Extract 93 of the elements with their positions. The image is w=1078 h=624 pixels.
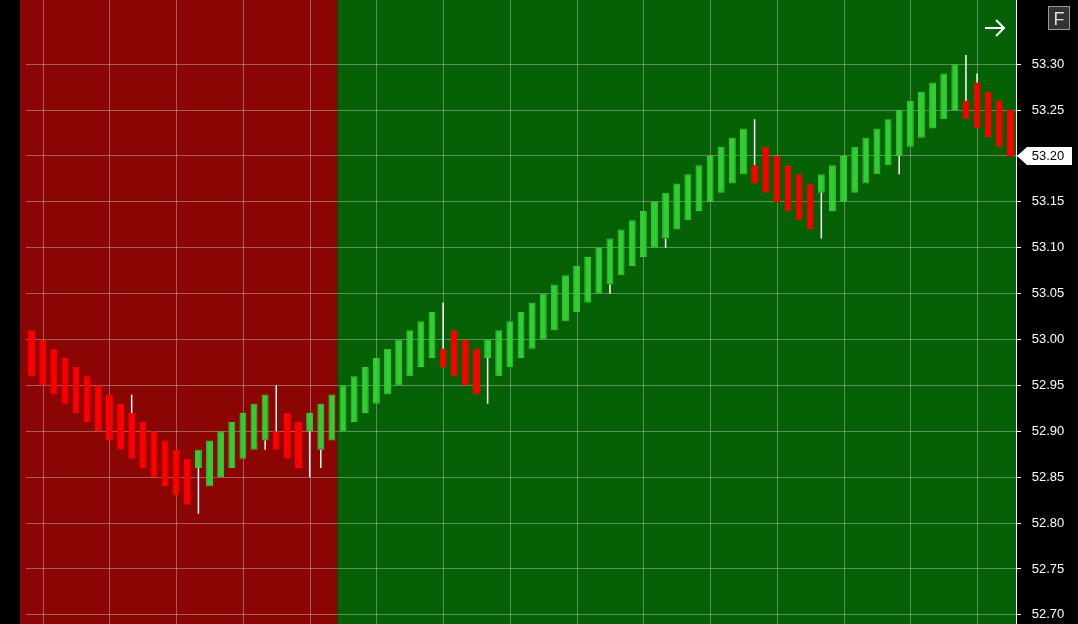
candlestick [651,201,658,248]
candlestick [83,376,91,423]
y-tick-label: 52.70 [1031,606,1065,622]
candlestick [206,440,213,487]
candlestick [851,146,859,193]
candlestick [117,403,124,450]
candlestick [984,91,992,138]
candlestick [639,211,647,257]
candlestick [773,156,781,202]
candlestick [128,393,136,459]
candlestick [150,431,158,478]
candlestick [72,367,80,413]
candlestick [272,384,280,450]
candlestick [906,100,914,147]
f-button: F [1048,6,1070,30]
y-tick-label: 52.95 [1031,376,1065,392]
candlestick [929,82,937,129]
candlestick [684,174,692,221]
candlestick [829,165,836,212]
candlestick [528,302,536,349]
candlestick [918,91,925,138]
candlestick [473,348,480,395]
candlestick [295,422,302,468]
y-tick-label: 53.00 [1031,331,1065,347]
candlestick [450,330,458,377]
y-tick-label: 53.15 [1031,193,1065,209]
candlestick [762,146,770,193]
candlestick [239,412,247,459]
candlestick [884,119,892,166]
candlestick [550,284,558,331]
y-tick-label: 53.25 [1031,101,1065,117]
candlestick [539,293,547,340]
candlestick [317,403,325,469]
candlestick [495,330,503,377]
candlestick [1006,110,1014,156]
candlestick [261,394,269,451]
candlestick [617,229,625,276]
candlestick [61,357,69,404]
candlestick [506,321,514,368]
candlestick [395,339,403,386]
y-tick-label: 52.85 [1031,468,1065,484]
candlestick [573,266,581,312]
candlestick [795,174,803,221]
y-tick-label: 53.20 [1031,147,1065,163]
candlestick [717,146,725,193]
candlestick [673,183,681,230]
candlestick [328,394,336,441]
candlestick [895,110,903,176]
candlestick [806,183,814,230]
candlestick [562,275,569,322]
candlestick [194,449,202,515]
candlestick [105,394,113,441]
candlestick [350,376,358,423]
candlestick [94,385,102,432]
candlestick [372,357,380,404]
candlestick [962,54,970,120]
candlestick [995,100,1003,147]
candlestick [628,220,636,267]
candlestick [584,256,592,303]
candlestick [28,330,36,377]
candlestick [406,330,414,377]
y-tick-label: 53.30 [1031,55,1065,71]
candlestick [172,449,180,496]
candlestick [940,73,948,120]
candlestick [306,412,314,478]
candlestick [283,412,291,459]
y-tick-label: 52.90 [1031,422,1065,438]
candlestick [484,339,492,405]
candlestick [183,458,191,505]
candlestick [50,348,58,395]
y-tick-label: 52.75 [1031,560,1065,576]
candlestick [840,156,848,202]
candlestick [361,367,369,413]
candlestick [139,422,147,468]
y-tick-label: 52.80 [1031,514,1065,530]
candlestick [728,137,736,184]
candlestick [217,431,225,478]
candlestick [973,72,981,129]
candlestick [862,137,870,184]
candlestick [461,339,469,386]
candlestick [751,118,759,184]
candlestick [595,247,603,294]
candlestick [384,348,391,395]
candlestick [39,339,47,386]
candlestick [740,128,747,175]
y-tick-label: 53.05 [1031,285,1065,301]
candlestick [228,422,236,468]
y-tick-label: 53.10 [1031,239,1065,255]
candlestick [417,321,425,368]
candlestick [817,174,825,240]
candlestick [706,156,714,202]
candlestick [951,64,959,111]
candlestick [439,302,447,368]
